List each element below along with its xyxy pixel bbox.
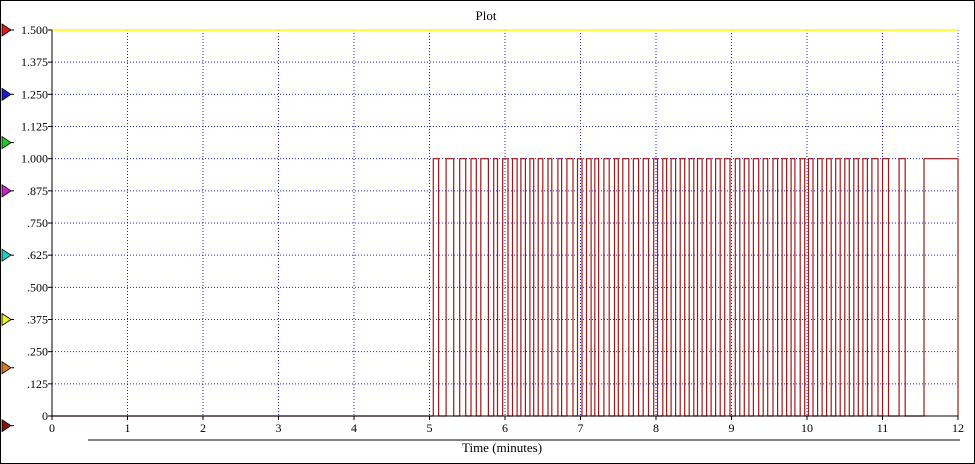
x-tick-label: 7 (578, 421, 584, 435)
channel-marker-icon (1, 418, 12, 433)
y-tick-label: .750 (27, 216, 48, 230)
channel-markers (1, 23, 14, 433)
x-tick-label: 10 (801, 421, 813, 435)
channel-marker-icon (1, 184, 12, 198)
x-tick-label: 9 (729, 421, 735, 435)
x-tick-label: 6 (502, 421, 508, 435)
y-tick-label: .125 (27, 377, 48, 391)
x-tick-label: 11 (877, 421, 889, 435)
y-tick-label: 1.125 (21, 120, 48, 134)
y-tick-label: 1.250 (21, 87, 48, 101)
channel-marker-icon (1, 135, 12, 150)
x-tick-labels: 0 1 2 3 4 5 6 7 8 9 10 11 12 (49, 416, 964, 435)
y-tick-label: .875 (27, 184, 48, 198)
channel-marker-icon (1, 87, 12, 102)
x-tick-label: 3 (276, 421, 282, 435)
y-tick-labels: 0 .125 .250 .375 .500 .625 .750 .875 1.000 1.125 1… (21, 23, 52, 423)
y-tick-label: 1.375 (21, 55, 48, 69)
y-tick-label: .250 (27, 345, 48, 359)
y-tick-label: 1.500 (21, 23, 48, 37)
channel-marker-icon (1, 361, 12, 375)
x-tick-label: 1 (125, 421, 131, 435)
y-tick-label: 1.000 (21, 152, 48, 166)
channel-marker-icon (1, 312, 12, 327)
y-tick-label: .625 (27, 248, 48, 262)
x-tick-label: 4 (351, 421, 357, 435)
channel-marker-icon (1, 248, 12, 262)
y-tick-label: .500 (27, 280, 48, 294)
y-tick-label: .375 (27, 313, 48, 327)
chart-title: Plot (476, 8, 497, 23)
x-tick-label: 12 (952, 421, 964, 435)
x-tick-label: 5 (427, 421, 433, 435)
y-tick-label: 0 (42, 409, 48, 423)
x-tick-label: 8 (653, 421, 659, 435)
grid-lines (52, 30, 959, 416)
x-tick-label: 0 (49, 421, 55, 435)
channel-marker-icon (1, 23, 12, 37)
x-tick-label: 2 (200, 421, 206, 435)
x-axis-label: Time (minutes) (462, 440, 542, 455)
